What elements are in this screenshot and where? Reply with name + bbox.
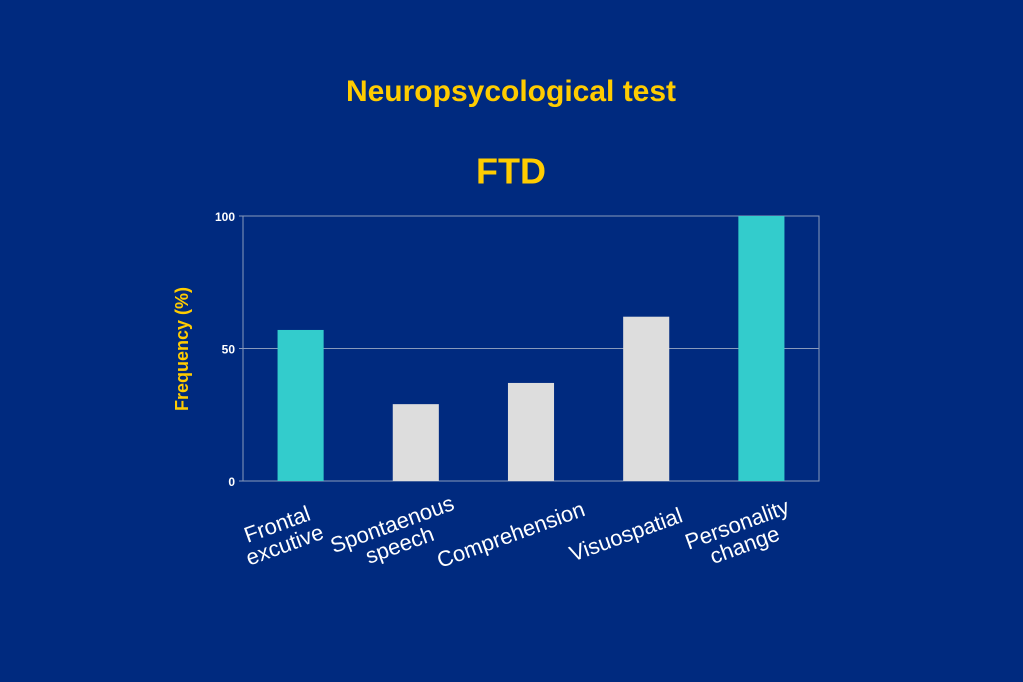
bar xyxy=(623,316,670,481)
y-tick-label: 0 xyxy=(228,475,235,489)
y-tick-label: 100 xyxy=(215,210,235,224)
chart-subtitle: FTD xyxy=(476,151,546,192)
bar xyxy=(277,329,324,481)
y-tick-label: 50 xyxy=(222,343,236,357)
bar xyxy=(392,404,439,481)
bar xyxy=(507,382,555,481)
y-axis-label: Frequency (%) xyxy=(172,287,192,411)
bar xyxy=(738,216,785,481)
chart-title: Neuropsycological test xyxy=(346,75,676,108)
